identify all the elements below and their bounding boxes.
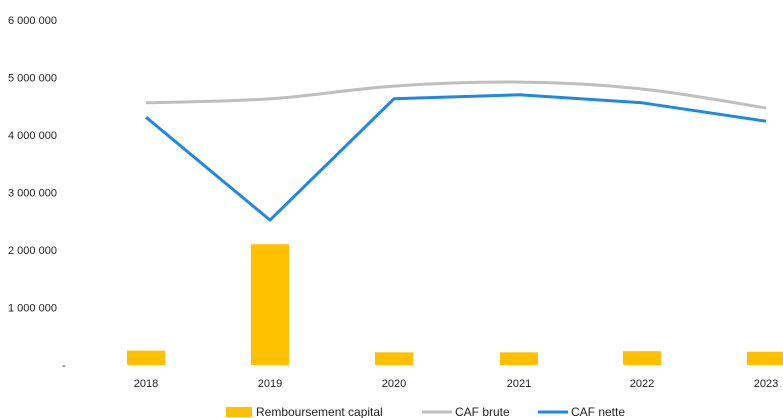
y-axis-labels: - 1 000 000 2 000 000 3 000 000 4 000 000 5 0… <box>8 15 66 372</box>
x-tick-label: 2018 <box>134 378 158 390</box>
x-tick-label: 2019 <box>258 378 282 390</box>
y-tick-label: 3 000 000 <box>8 188 57 200</box>
y-tick-label: 5 000 000 <box>8 73 57 85</box>
bar-remboursement-capital-2023 <box>747 351 783 365</box>
bar-remboursement-capital-2018 <box>127 350 165 365</box>
bars-layer <box>127 244 783 365</box>
bar-remboursement-capital-2019 <box>251 244 289 365</box>
x-tick-label: 2023 <box>754 378 778 390</box>
bar-remboursement-capital-2020 <box>375 352 413 365</box>
legend-label-remboursement-capital: Remboursement capital <box>256 405 383 418</box>
legend-label-caf-brute: CAF brute <box>455 405 510 418</box>
line-caf-nette <box>145 93 767 222</box>
y-tick-label: - <box>62 360 66 372</box>
x-tick-label: 2020 <box>382 378 406 390</box>
x-tick-label: 2021 <box>507 378 531 390</box>
legend-label-caf-nette: CAF nette <box>571 405 625 418</box>
bar-remboursement-capital-2021 <box>500 352 538 365</box>
y-tick-label: 2 000 000 <box>8 245 57 257</box>
x-tick-label: 2022 <box>630 378 654 390</box>
bar-remboursement-capital-2022 <box>623 351 661 365</box>
x-axis-labels: 2018 2019 2020 2021 2022 2023 <box>134 378 778 390</box>
y-tick-label: 4 000 000 <box>8 130 57 142</box>
y-tick-label: 1 000 000 <box>8 303 57 315</box>
line-caf-brute <box>145 80 767 110</box>
y-tick-label: 6 000 000 <box>8 15 57 27</box>
legend-swatch-remboursement-capital <box>226 407 252 417</box>
legend: Remboursement capital CAF brute CAF nette <box>226 405 625 418</box>
lines-layer <box>145 80 767 222</box>
